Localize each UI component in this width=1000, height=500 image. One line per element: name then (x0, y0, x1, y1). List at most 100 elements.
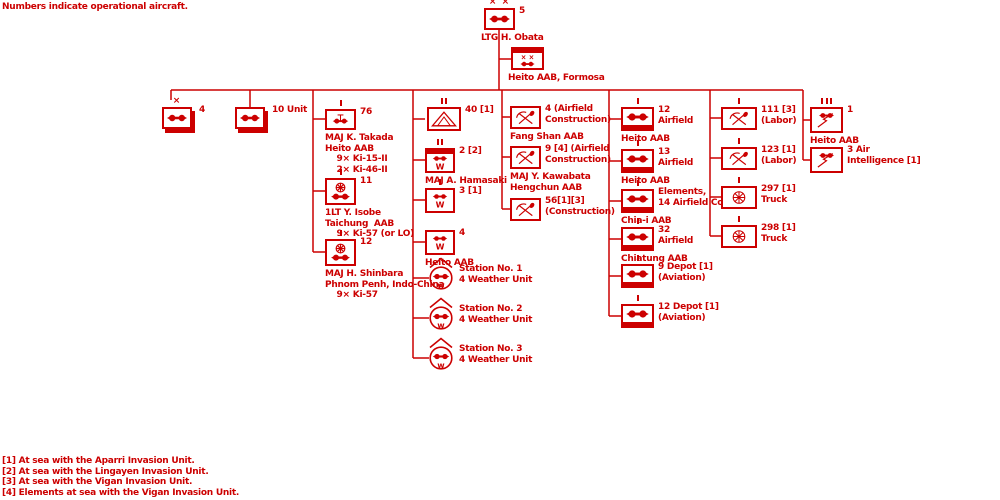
unit-label-line: 12 (658, 105, 671, 115)
weather-station-icon: w (429, 257, 453, 290)
unit-label-line: 4 (Airfield (545, 104, 593, 114)
unit-subtext-line: Hengchun AAB (510, 182, 582, 193)
unit-subtext-line: MAJ H. Shinbara (325, 269, 404, 279)
signal-triangle-icon (431, 111, 457, 127)
footnote: [3] At sea with the Vigan Invasion Unit. (2, 477, 193, 487)
unit-airfield-12: 12 Airfield Heito AAB (621, 98, 693, 144)
top-bar (513, 49, 542, 53)
aircraft-unit-icon (626, 270, 649, 278)
pick-and-shovel-icon (516, 150, 535, 165)
unit-box (325, 239, 356, 266)
unit-truck-297: 297 [1] Truck (721, 177, 796, 209)
unit-unit-10: 10 Unit (235, 105, 307, 133)
unit-size-ticks (721, 216, 757, 222)
aircraft-unit-icon (626, 155, 649, 163)
unit-subtext-line: Heito AAB, Formosa (508, 73, 605, 83)
unit-box (621, 304, 654, 328)
svg-text:w: w (437, 321, 445, 330)
unit-label-line: 2 [2] (459, 146, 482, 156)
unit-label-line: Station No. 2 (459, 304, 523, 314)
weather-station-icon: w (429, 297, 453, 330)
unit-subtext-line: MAJ K. Takada (325, 133, 394, 143)
unit-airfield-13: 13 Airfield Heito AAB (621, 140, 693, 186)
air-signal-icon (817, 113, 834, 128)
unit-size-ticks (621, 255, 654, 261)
unit-subtext-line: Heito AAB (810, 136, 859, 146)
note-operational-aircraft: Numbers indicate operational aircraft. (2, 2, 188, 12)
unit-box (621, 189, 654, 213)
top-bar (427, 150, 453, 154)
unit-constr-56: 56[1][3] (Construction) (510, 196, 615, 221)
unit-box: W (425, 230, 455, 255)
unit-label-line: Station No. 1 (459, 264, 523, 274)
unit-label-line: 3 [1] (459, 186, 482, 196)
weather-unit-icon: W (432, 194, 448, 209)
unit-size-ticks (621, 140, 654, 146)
unit-label-line: (Construction) (545, 206, 615, 217)
unit-label-line: Intelligence [1] (847, 155, 921, 166)
unit-subtext-line: MAJ Y. Kawabata (510, 172, 591, 182)
aircraft-unit-icon (626, 310, 649, 318)
unit-label-line: 4 Weather Unit (459, 354, 533, 365)
unit-weather-3: W 3 [1] (425, 179, 482, 213)
weather-unit-icon: W (432, 156, 448, 171)
unit-subtext-line: Chiatung AAB (621, 254, 688, 264)
unit-label-line: Airfield (658, 235, 694, 246)
unit-subtext-line: Heito AAB (621, 134, 670, 144)
unit-size-ticks (621, 295, 654, 301)
unit-size-ticks (721, 138, 757, 144)
unit-depot-9: 9 Depot [1] (Aviation) (621, 255, 713, 288)
unit-subtext-line: 9× Ki-15-II (325, 154, 388, 164)
unit-subtext-line: LTG H. Obata (481, 33, 544, 43)
pick-and-shovel-icon (729, 151, 748, 166)
unit-air-intel-3: 3 Air Intelligence [1] (810, 145, 921, 173)
unit-size-ticks: × (172, 96, 182, 106)
unit-unit-4: × 4 (162, 96, 205, 133)
svg-text:× ×: × × (521, 53, 535, 61)
unit-subtext-line: Chia-i AAB (621, 216, 672, 226)
unit-label-line: Construction) (545, 114, 611, 125)
svg-text:w: w (437, 281, 445, 290)
aircraft-unit-icon (626, 195, 649, 203)
unit-box (721, 147, 757, 170)
bottom-bar (623, 282, 652, 286)
wheel-icon (732, 230, 746, 243)
unit-subtext-line: Heito AAB (425, 258, 474, 268)
unit-constr-9: 9 [4] (Airfield Construction) MAJ Y. Kawab… (510, 144, 611, 193)
aircraft-unit-icon (626, 113, 649, 121)
unit-subtext-line: Heito AAB (621, 176, 670, 186)
wheel-icon (732, 191, 746, 204)
unit-label-line: 1 (847, 105, 854, 115)
unit-size-ticks (425, 179, 455, 185)
unit-unit-40: 40 [1] (427, 98, 494, 131)
unit-box (510, 106, 541, 129)
unit-label-line: (Aviation) (658, 272, 706, 283)
unit-label-line: 298 [1] (761, 223, 796, 233)
unit-box (621, 264, 654, 288)
unit-label-line: 13 (658, 147, 671, 157)
transport-aircraft-icon (331, 243, 350, 261)
unit-label-line: 3 Air (847, 145, 870, 155)
unit-unit-76: 76 MAJ K. Takada Heito AAB 9× Ki-15-II 2× … (325, 100, 394, 175)
pick-and-shovel-icon (729, 111, 748, 126)
unit-box (721, 107, 757, 130)
unit-box (721, 186, 757, 209)
recon-aircraft-icon (332, 114, 349, 124)
unit-box (510, 198, 541, 221)
unit-size-ticks (810, 98, 843, 104)
unit-size-ticks (721, 98, 757, 104)
unit-box (325, 178, 356, 205)
unit-size-ticks (621, 218, 654, 224)
svg-text:W: W (436, 201, 445, 209)
unit-label-line: 4 (199, 105, 206, 115)
unit-labor-111: 111 [3] (Labor) (721, 98, 797, 130)
unit-label-line: 76 (360, 107, 373, 117)
unit-box: × × (511, 47, 544, 70)
aircraft-unit-icon (626, 233, 649, 241)
hq-aircraft-icon: × × (520, 53, 535, 67)
